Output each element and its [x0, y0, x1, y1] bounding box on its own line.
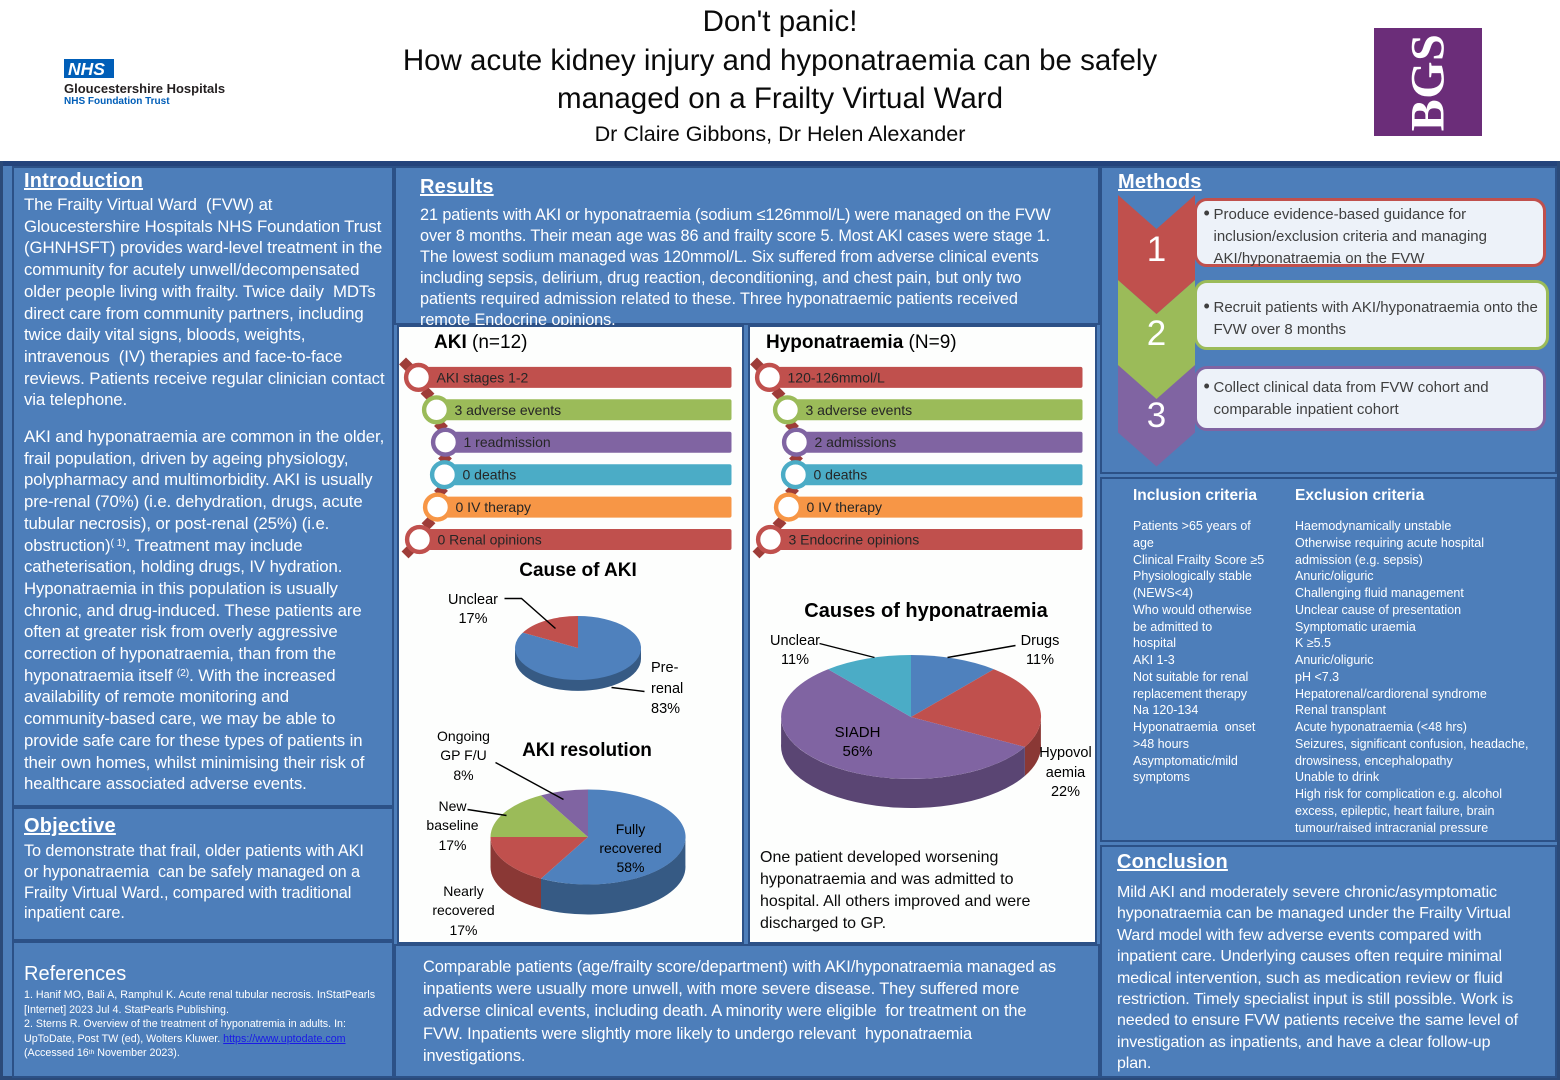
svg-text:0 deaths: 0 deaths	[463, 466, 517, 482]
svg-text:1: 1	[1146, 230, 1165, 269]
svg-text:0 Renal opinions: 0 Renal opinions	[438, 531, 542, 547]
svg-text:3 adverse events: 3 adverse events	[806, 401, 913, 417]
svg-text:2 admissions: 2 admissions	[815, 434, 897, 450]
svg-text:120-126mmol/L: 120-126mmol/L	[788, 369, 885, 385]
svg-text:1 readmission: 1 readmission	[464, 434, 551, 450]
svg-text:AKI stages 1-2: AKI stages 1-2	[437, 369, 529, 385]
svg-text:3: 3	[1146, 396, 1165, 435]
svg-text:3 Endocrine opinions: 3 Endocrine opinions	[789, 531, 920, 547]
svg-text:0 IV therapy: 0 IV therapy	[807, 499, 883, 515]
svg-text:0 IV therapy: 0 IV therapy	[456, 499, 532, 515]
svg-text:0 deaths: 0 deaths	[814, 466, 868, 482]
svg-text:2: 2	[1146, 314, 1165, 353]
svg-text:3 adverse events: 3 adverse events	[455, 401, 562, 417]
